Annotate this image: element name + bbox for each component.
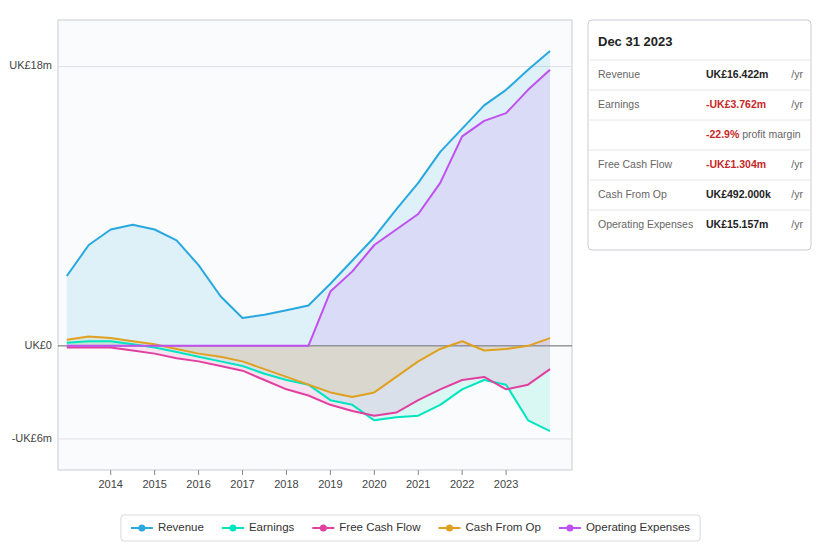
legend-label: Revenue [158,521,204,533]
info-suffix: /yr [791,158,803,170]
x-tick [506,470,507,475]
legend-marker [138,525,145,532]
info-value: -UK£3.762m [706,98,766,110]
x-tick-label: 2022 [450,478,474,490]
info-suffix: profit margin [739,128,800,140]
chart: UK£18m UK£0 -UK£6m 2014 2015 2016 2017 2018 2019… [0,0,821,560]
info-value: -22.9% [706,128,740,140]
x-tick-label: 2018 [274,478,298,490]
series-line [67,70,550,346]
info-suffix: /yr [791,218,803,230]
info-panel-frame [588,20,811,250]
info-label: Earnings [598,98,639,110]
legend-label: Free Cash Flow [339,521,421,533]
x-tick-label: 2015 [142,478,166,490]
info-divider [588,60,811,61]
grid-line [58,66,572,67]
info-divider [588,90,811,91]
x-tick-label: 2023 [494,478,518,490]
x-tick [462,470,463,475]
x-tick [198,470,199,475]
info-suffix: /yr [791,188,803,200]
x-tick [418,470,419,475]
y-tick-label: UK£18m [9,59,52,71]
info-date: Dec 31 2023 [598,34,672,49]
info-value: UK£492.000k [706,188,771,200]
legend-label: Cash From Op [465,521,540,533]
info-label: Revenue [598,68,640,80]
info-suffix: /yr [791,98,803,110]
x-tick [374,470,375,475]
x-tick [110,470,111,475]
legend-marker [566,525,573,532]
x-tick [286,470,287,475]
x-tick-label: 2020 [362,478,386,490]
x-tick-label: 2014 [98,478,122,490]
y-tick-label: UK£0 [24,339,52,351]
info-value: -UK£1.304m [706,158,766,170]
x-tick [242,470,243,475]
legend-marker [446,525,453,532]
legend-label: Operating Expenses [586,521,690,533]
legend: Revenue Earnings Free Cash Flow Cash From O… [121,515,700,541]
info-divider [588,120,811,121]
area-fill [67,51,550,346]
info-divider [588,150,811,151]
info-value: UK£16.422m [706,68,768,80]
y-tick-label: -UK£6m [12,432,52,444]
x-tick-label: 2016 [186,478,210,490]
info-label: Free Cash Flow [598,158,673,170]
legend-marker [229,525,236,532]
info-value: UK£15.157m [706,218,768,230]
plot-area [67,51,550,431]
legend-marker [320,525,327,532]
info-label: Cash From Op [598,188,667,200]
info-divider [588,210,811,211]
series-line [67,51,550,318]
info-label: Operating Expenses [598,218,693,230]
x-tick-label: 2021 [406,478,430,490]
x-tick-label: 2017 [230,478,254,490]
legend-label: Earnings [249,521,295,533]
series-line [67,341,550,431]
x-tick-label: 2019 [318,478,342,490]
plot-frame [58,20,572,470]
grid-line [58,438,572,439]
series-line [67,347,550,415]
info-panel: Dec 31 2023 Revenue UK£16.422m/yr Earnings -… [588,20,811,250]
info-divider [588,180,811,181]
x-tick [154,470,155,475]
legend-frame [121,515,700,541]
info-suffix: /yr [791,68,803,80]
x-tick [330,470,331,475]
